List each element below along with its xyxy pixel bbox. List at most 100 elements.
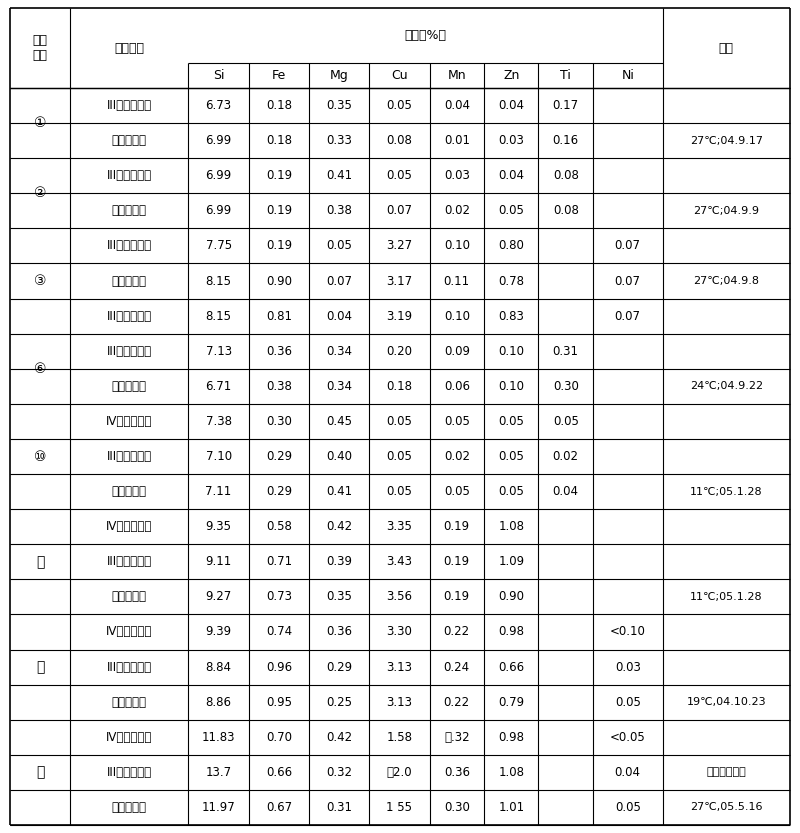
Text: III发射光谱法: III发射光谱法 (107, 766, 152, 779)
Text: 7.11: 7.11 (206, 485, 232, 498)
Text: 0.05: 0.05 (326, 239, 352, 252)
Text: 0.30: 0.30 (444, 801, 470, 814)
Text: III发射光谱法: III发射光谱法 (107, 239, 152, 252)
Text: Mn: Mn (447, 69, 466, 82)
Text: 0.18: 0.18 (266, 134, 292, 147)
Text: 0.90: 0.90 (266, 275, 292, 287)
Text: 9.35: 9.35 (206, 520, 232, 533)
Text: 0.25: 0.25 (326, 696, 352, 709)
Text: III发射光谱法: III发射光谱法 (107, 661, 152, 674)
Text: 0.35: 0.35 (326, 591, 352, 603)
Text: III发射光谱法: III发射光谱法 (107, 310, 152, 322)
Text: 0.03: 0.03 (615, 661, 641, 674)
Text: 7.10: 7.10 (206, 450, 232, 463)
Text: 1.01: 1.01 (498, 801, 524, 814)
Text: 0.41: 0.41 (326, 485, 352, 498)
Text: 0.04: 0.04 (498, 169, 524, 182)
Text: 0.10: 0.10 (498, 380, 524, 393)
Text: 0.19: 0.19 (444, 556, 470, 568)
Text: 0.22: 0.22 (444, 696, 470, 709)
Text: 27℃;04.9.8: 27℃;04.9.8 (694, 276, 759, 286)
Text: 0.05: 0.05 (498, 485, 524, 498)
Text: 0.19: 0.19 (266, 239, 292, 252)
Text: 0.18: 0.18 (266, 99, 292, 112)
Text: 0.11: 0.11 (444, 275, 470, 287)
Text: 0.30: 0.30 (553, 380, 578, 393)
Text: 分光光度法: 分光光度法 (112, 801, 147, 814)
Text: 3.30: 3.30 (386, 626, 412, 638)
Text: 24℃;04.9.22: 24℃;04.9.22 (690, 382, 763, 392)
Text: IV发射光谱法: IV发射光谱法 (106, 415, 153, 428)
Text: 0.05: 0.05 (553, 415, 578, 428)
Text: 0.04: 0.04 (444, 99, 470, 112)
Text: III发射光谱法: III发射光谱法 (107, 450, 152, 463)
Text: 27℃,05.5.16: 27℃,05.5.16 (690, 802, 762, 812)
Text: 0.36: 0.36 (266, 345, 292, 357)
Text: 6.99: 6.99 (206, 169, 232, 182)
Text: 0.42: 0.42 (326, 520, 352, 533)
Text: 0.05: 0.05 (615, 801, 641, 814)
Text: 1.08: 1.08 (498, 520, 524, 533)
Text: 0.10: 0.10 (444, 239, 470, 252)
Text: 0.08: 0.08 (386, 134, 412, 147)
Text: ①: ① (34, 116, 46, 130)
Text: 6.99: 6.99 (206, 134, 232, 147)
Text: 0.07: 0.07 (614, 310, 641, 322)
Text: 分析方法: 分析方法 (114, 42, 144, 54)
Text: ⑥: ⑥ (34, 362, 46, 376)
Text: 0.31: 0.31 (553, 345, 578, 357)
Text: 19℃,04.10.23: 19℃,04.10.23 (686, 697, 766, 707)
Text: 0.07: 0.07 (386, 204, 413, 217)
Text: 0.96: 0.96 (266, 661, 292, 674)
Text: 0.66: 0.66 (266, 766, 292, 779)
Text: 0.04: 0.04 (553, 485, 578, 498)
Text: 0.05: 0.05 (386, 415, 412, 428)
Text: 0.07: 0.07 (614, 239, 641, 252)
Text: 9.27: 9.27 (206, 591, 232, 603)
Text: Si: Si (213, 69, 224, 82)
Text: 0.05: 0.05 (498, 450, 524, 463)
Text: 0.05: 0.05 (615, 696, 641, 709)
Text: 0.02: 0.02 (553, 450, 578, 463)
Text: 0.34: 0.34 (326, 345, 352, 357)
Text: 9.11: 9.11 (206, 556, 232, 568)
Text: 0.04: 0.04 (614, 766, 641, 779)
Text: 11℃;05.1.28: 11℃;05.1.28 (690, 486, 762, 496)
Text: 0.38: 0.38 (266, 380, 292, 393)
Text: 3.19: 3.19 (386, 310, 413, 322)
Text: 0.05: 0.05 (386, 169, 412, 182)
Text: 0.34: 0.34 (326, 380, 352, 393)
Text: 0.05: 0.05 (386, 485, 412, 498)
Text: 11.97: 11.97 (202, 801, 235, 814)
Text: 7.75: 7.75 (206, 239, 232, 252)
Text: 0.90: 0.90 (498, 591, 524, 603)
Text: 0.31: 0.31 (326, 801, 352, 814)
Text: 0.05: 0.05 (386, 450, 412, 463)
Text: III发射光谱法: III发射光谱法 (107, 99, 152, 112)
Text: Ti: Ti (560, 69, 571, 82)
Text: 6.73: 6.73 (206, 99, 232, 112)
Text: 备注: 备注 (718, 42, 734, 54)
Text: 8.84: 8.84 (206, 661, 232, 674)
Text: 0.09: 0.09 (444, 345, 470, 357)
Text: ②: ② (34, 187, 46, 200)
Text: 0.40: 0.40 (326, 450, 352, 463)
Text: 分光光度法: 分光光度法 (112, 275, 147, 287)
Text: 0.98: 0.98 (498, 731, 524, 744)
Text: 6.99: 6.99 (206, 204, 232, 217)
Text: 0.19: 0.19 (266, 169, 292, 182)
Text: 0.19: 0.19 (444, 591, 470, 603)
Text: 8.15: 8.15 (206, 275, 232, 287)
Text: 0.45: 0.45 (326, 415, 352, 428)
Text: 6.71: 6.71 (206, 380, 232, 393)
Text: 0.10: 0.10 (498, 345, 524, 357)
Text: 3.13: 3.13 (386, 696, 413, 709)
Text: 0.05: 0.05 (444, 415, 470, 428)
Text: III发射光谱法: III发射光谱法 (107, 169, 152, 182)
Text: 3.27: 3.27 (386, 239, 413, 252)
Text: 0.19: 0.19 (444, 520, 470, 533)
Text: 0.16: 0.16 (553, 134, 578, 147)
Text: ⑯: ⑯ (36, 660, 44, 674)
Text: 0.08: 0.08 (553, 169, 578, 182)
Text: 7.38: 7.38 (206, 415, 232, 428)
